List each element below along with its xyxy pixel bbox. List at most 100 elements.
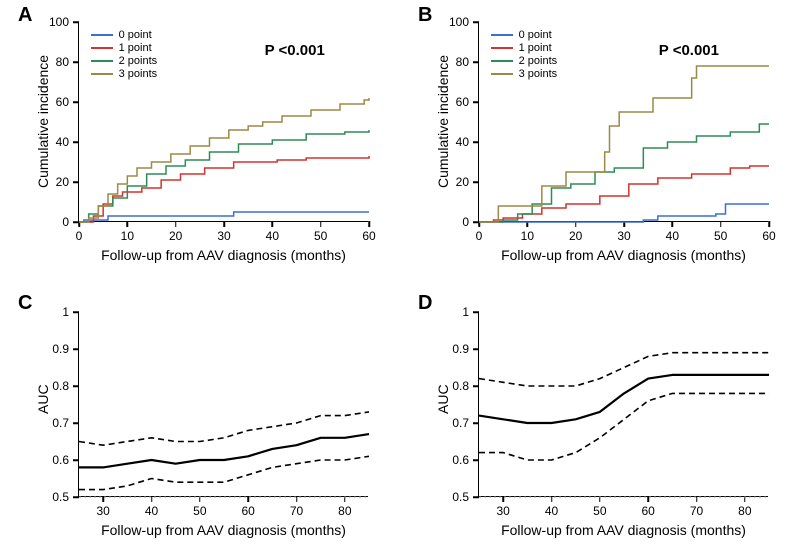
legend-swatch — [91, 47, 113, 49]
y-tick-label: 0.6 — [52, 453, 69, 467]
x-axis-label: Follow-up from AAV diagnosis (months) — [479, 247, 768, 263]
legend-item: 0 point — [491, 28, 558, 41]
y-axis-label: Cumulative incidence — [435, 55, 451, 188]
x-tick-label: 80 — [338, 504, 351, 518]
x-tick-label: 70 — [290, 504, 303, 518]
y-tick-label: 0.7 — [52, 416, 69, 430]
y-axis-label: AUC — [435, 385, 451, 415]
p-value-label: P <0.001 — [265, 42, 325, 59]
legend-label: 1 point — [119, 42, 152, 54]
panel-label-a: A — [18, 4, 32, 27]
legend-item: 0 point — [91, 28, 158, 41]
x-tick-label: 50 — [714, 229, 727, 243]
plot-d: 3040506070800.50.60.70.80.91Follow-up fr… — [478, 312, 768, 497]
x-tick-label: 30 — [96, 504, 109, 518]
plot-c: 3040506070800.50.60.70.80.91Follow-up fr… — [78, 312, 368, 497]
y-tick-label: 40 — [456, 135, 469, 149]
x-tick-label: 20 — [169, 229, 182, 243]
plot-lines — [79, 312, 369, 497]
x-tick-label: 20 — [569, 229, 582, 243]
legend: 0 point1 point2 points3 points — [91, 28, 158, 80]
y-tick-label: 0.9 — [52, 342, 69, 356]
x-tick-label: 70 — [690, 504, 703, 518]
legend-label: 0 point — [519, 29, 552, 41]
legend-item: 1 point — [91, 41, 158, 54]
x-tick-label: 80 — [738, 504, 751, 518]
legend-swatch — [491, 60, 513, 62]
legend-item: 2 points — [91, 54, 158, 67]
y-tick-label: 80 — [456, 55, 469, 69]
y-tick-label: 0 — [462, 215, 469, 229]
legend-item: 3 points — [91, 67, 158, 80]
curve-line — [479, 375, 769, 423]
series-line — [79, 212, 369, 222]
x-tick-label: 50 — [593, 504, 606, 518]
y-tick-label: 0.9 — [452, 342, 469, 356]
x-tick-label: 40 — [545, 504, 558, 518]
x-tick-label: 30 — [217, 229, 230, 243]
legend-item: 3 points — [491, 67, 558, 80]
panel-label-b: B — [418, 4, 432, 27]
x-tick-label: 40 — [145, 504, 158, 518]
panel-label-c: C — [18, 292, 32, 315]
legend: 0 point1 point2 points3 points — [491, 28, 558, 80]
y-tick-label: 1 — [462, 305, 469, 319]
x-tick-label: 40 — [266, 229, 279, 243]
legend-swatch — [491, 47, 513, 49]
y-axis-label: AUC — [35, 385, 51, 415]
y-tick-label: 0.7 — [452, 416, 469, 430]
x-axis-label: Follow-up from AAV diagnosis (months) — [79, 522, 368, 538]
curve-line — [79, 456, 369, 489]
curve-line — [79, 412, 369, 445]
y-tick-label: 100 — [49, 15, 69, 29]
x-axis-label: Follow-up from AAV diagnosis (months) — [479, 522, 768, 538]
legend-swatch — [91, 73, 113, 75]
series-line — [79, 130, 369, 222]
legend-label: 2 points — [119, 55, 158, 67]
y-tick-label: 100 — [449, 15, 469, 29]
y-tick-label: 0.5 — [452, 490, 469, 504]
y-axis-label: Cumulative incidence — [35, 55, 51, 188]
y-tick-label: 60 — [456, 95, 469, 109]
legend-label: 0 point — [119, 29, 152, 41]
y-tick-label: 20 — [56, 175, 69, 189]
plot-b: 0102030405060020406080100Follow-up from … — [478, 22, 768, 222]
y-tick-label: 0.8 — [452, 379, 469, 393]
legend-label: 2 points — [519, 55, 558, 67]
x-tick-label: 50 — [314, 229, 327, 243]
plot-a: 0102030405060020406080100Follow-up from … — [78, 22, 368, 222]
y-tick-label: 0.5 — [52, 490, 69, 504]
x-tick-label: 10 — [521, 229, 534, 243]
x-tick-label: 40 — [666, 229, 679, 243]
series-line — [479, 66, 769, 222]
plot-lines — [479, 312, 769, 497]
p-value-label: P <0.001 — [659, 42, 719, 59]
panel-label-d: D — [418, 292, 432, 315]
y-tick-label: 60 — [56, 95, 69, 109]
curve-line — [79, 434, 369, 467]
y-tick-label: 1 — [62, 305, 69, 319]
curve-line — [479, 393, 769, 460]
x-tick-label: 30 — [617, 229, 630, 243]
x-axis-label: Follow-up from AAV diagnosis (months) — [79, 247, 368, 263]
curve-line — [479, 353, 769, 386]
x-tick-label: 10 — [121, 229, 134, 243]
x-tick-label: 60 — [362, 229, 375, 243]
x-tick-label: 50 — [193, 504, 206, 518]
legend-swatch — [91, 34, 113, 36]
legend-swatch — [491, 34, 513, 36]
legend-label: 3 points — [119, 68, 158, 80]
legend-swatch — [91, 60, 113, 62]
series-line — [79, 98, 369, 222]
legend-label: 3 points — [519, 68, 558, 80]
y-tick-label: 80 — [56, 55, 69, 69]
legend-item: 1 point — [491, 41, 558, 54]
y-tick-label: 20 — [456, 175, 469, 189]
y-tick-label: 0.6 — [452, 453, 469, 467]
figure: A 0102030405060020406080100Follow-up fro… — [0, 0, 795, 553]
x-tick-label: 60 — [641, 504, 654, 518]
x-tick-label: 0 — [476, 229, 483, 243]
x-tick-label: 60 — [241, 504, 254, 518]
y-tick-label: 0.8 — [52, 379, 69, 393]
x-tick-label: 60 — [762, 229, 775, 243]
